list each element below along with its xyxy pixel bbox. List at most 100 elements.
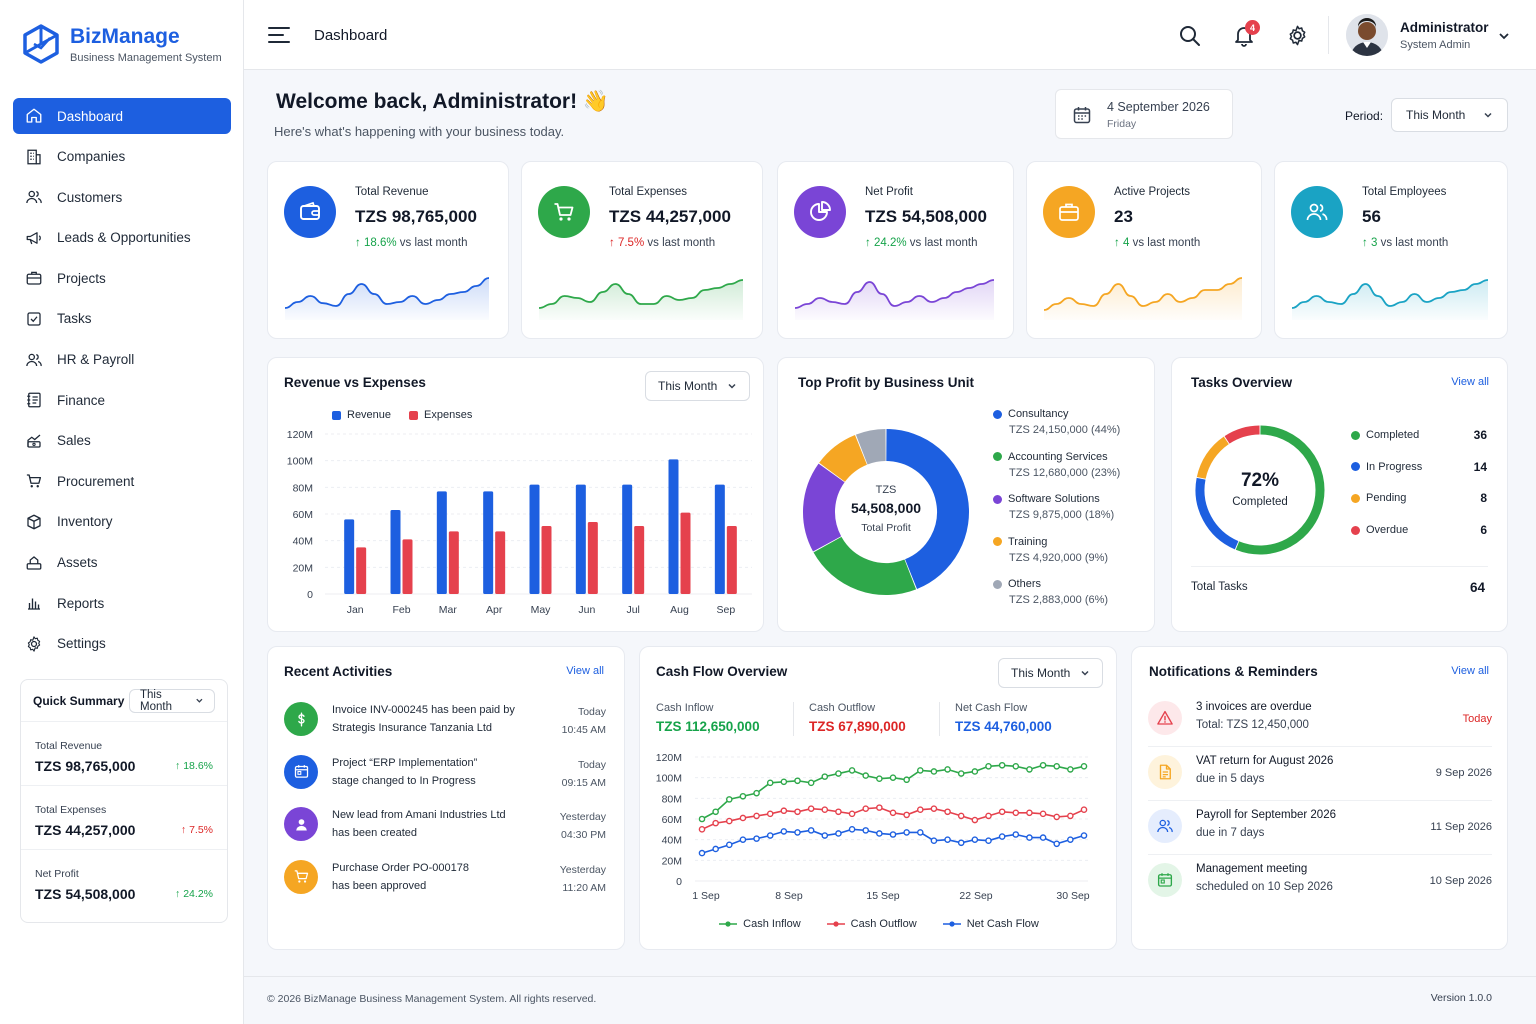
point-net-cash-flow[interactable] [1039,834,1047,841]
point-cash-outflow[interactable] [780,807,788,815]
user-name[interactable]: Administrator [1400,20,1489,35]
point-net-cash-flow[interactable] [916,829,924,836]
tasks-view-all-link[interactable]: View all [1451,376,1489,388]
point-cash-outflow[interactable] [930,805,938,812]
sidebar-item-leads-opportunities[interactable]: Leads & Opportunities [13,220,231,256]
point-cash-outflow[interactable] [821,806,829,813]
sidebar-item-assets[interactable]: Assets [13,545,231,581]
point-net-cash-flow[interactable] [903,829,910,836]
notification-item[interactable]: Management meeting scheduled on 10 Sep 20… [1148,855,1492,909]
gear-icon[interactable] [1286,24,1309,47]
donut-slice-in-progress[interactable] [1195,477,1239,550]
sidebar-item-customers[interactable]: Customers [13,179,231,215]
point-cash-inflow[interactable] [903,776,910,784]
point-cash-inflow[interactable] [794,777,801,785]
bar-expenses-apr[interactable] [495,531,506,594]
bar-expenses-feb[interactable] [402,539,413,594]
point-net-cash-flow[interactable] [712,845,719,853]
point-net-cash-flow[interactable] [1080,832,1088,839]
notification-item[interactable]: 3 invoices are overdue Total: TZS 12,450,… [1148,693,1492,747]
point-cash-inflow[interactable] [1080,763,1088,770]
avatar[interactable] [1346,14,1388,56]
point-cash-inflow[interactable] [971,768,979,775]
revenue-period-select[interactable]: This Month [645,371,750,401]
point-cash-outflow[interactable] [944,808,951,816]
search-icon[interactable] [1179,25,1201,47]
sidebar-item-tasks[interactable]: Tasks [13,301,231,337]
activity-item[interactable]: Project “ERP Implementation” stage change… [284,754,606,795]
donut-slice-training[interactable] [819,435,868,483]
app-logo[interactable]: BizManage Business Management System [22,24,222,64]
sidebar-item-dashboard[interactable]: Dashboard [13,98,231,134]
notification-item[interactable]: Payroll for September 2026 due in 7 days 1… [1148,801,1492,855]
point-cash-outflow[interactable] [739,814,747,822]
point-cash-inflow[interactable] [1067,766,1074,773]
bar-expenses-jan[interactable] [356,547,367,594]
point-net-cash-flow[interactable] [725,841,733,849]
point-cash-inflow[interactable] [698,815,706,823]
bar-expenses-jul[interactable] [634,526,645,594]
point-net-cash-flow[interactable] [835,830,842,837]
donut-slice-accounting-services[interactable] [813,536,917,595]
bar-revenue-may[interactable] [529,484,540,594]
sidebar-item-hr-payroll[interactable]: HR & Payroll [13,342,231,378]
donut-slice-others[interactable] [855,429,887,465]
bar-expenses-mar[interactable] [448,531,459,594]
point-cash-inflow[interactable] [998,761,1006,769]
donut-slice-overdue[interactable] [1224,425,1260,444]
chevron-down-icon[interactable] [1498,31,1510,41]
activity-item[interactable]: New lead from Amani Industries Ltd has be… [284,807,606,847]
point-net-cash-flow[interactable] [739,836,747,843]
cashflow-period-select[interactable]: This Month [998,658,1103,688]
point-cash-inflow[interactable] [889,774,897,781]
point-cash-inflow[interactable] [1053,763,1061,770]
point-net-cash-flow[interactable] [848,826,856,833]
point-cash-inflow[interactable] [725,796,733,803]
point-cash-outflow[interactable] [985,812,992,820]
bar-expenses-sep[interactable] [726,526,737,594]
quick-summary-period-select[interactable]: This Month [129,688,215,713]
sidebar-item-inventory[interactable]: Inventory [13,504,231,540]
bar-expenses-aug[interactable] [680,512,691,594]
donut-slice-pending[interactable] [1196,436,1229,479]
point-cash-inflow[interactable] [985,763,992,770]
point-cash-outflow[interactable] [807,805,815,812]
point-net-cash-flow[interactable] [807,827,815,834]
point-cash-outflow[interactable] [1026,809,1033,817]
point-net-cash-flow[interactable] [766,832,774,839]
point-cash-outflow[interactable] [1039,810,1047,818]
point-cash-inflow[interactable] [930,768,938,775]
sidebar-item-projects[interactable]: Projects [13,260,231,296]
donut-slice-software-solutions[interactable] [803,463,845,552]
point-cash-inflow[interactable] [944,766,951,773]
point-cash-inflow[interactable] [753,789,760,797]
point-net-cash-flow[interactable] [862,827,870,834]
point-cash-outflow[interactable] [876,804,883,811]
point-cash-outflow[interactable] [971,816,979,824]
date-card[interactable]: 4 September 2026 Friday [1055,89,1233,139]
point-cash-inflow[interactable] [821,773,829,780]
activity-item[interactable]: Purchase Order PO-000178 has been approve… [284,859,606,900]
sidebar-item-sales[interactable]: Sales [13,423,231,459]
point-net-cash-flow[interactable] [1026,834,1033,841]
point-cash-inflow[interactable] [876,775,883,782]
point-net-cash-flow[interactable] [930,837,938,844]
activity-item[interactable]: Invoice INV-000245 has been paid by Strat… [284,702,606,742]
point-cash-inflow[interactable] [780,778,788,786]
kpi-card-total-revenue[interactable]: Total Revenue TZS 98,765,000 ↑ 18.6% vs la… [267,161,509,339]
point-cash-outflow[interactable] [698,826,706,833]
point-cash-inflow[interactable] [712,808,719,816]
point-cash-inflow[interactable] [862,772,870,779]
point-net-cash-flow[interactable] [780,828,788,835]
point-net-cash-flow[interactable] [821,832,829,839]
point-cash-outflow[interactable] [957,812,965,820]
point-cash-inflow[interactable] [1012,763,1020,770]
point-cash-inflow[interactable] [835,770,842,777]
bar-revenue-feb[interactable] [390,510,401,594]
point-net-cash-flow[interactable] [876,830,883,837]
point-cash-inflow[interactable] [848,767,856,774]
donut-slice-completed[interactable] [1235,425,1325,555]
point-net-cash-flow[interactable] [971,836,979,843]
bar-revenue-jul[interactable] [622,484,633,594]
point-cash-inflow[interactable] [1026,766,1033,773]
